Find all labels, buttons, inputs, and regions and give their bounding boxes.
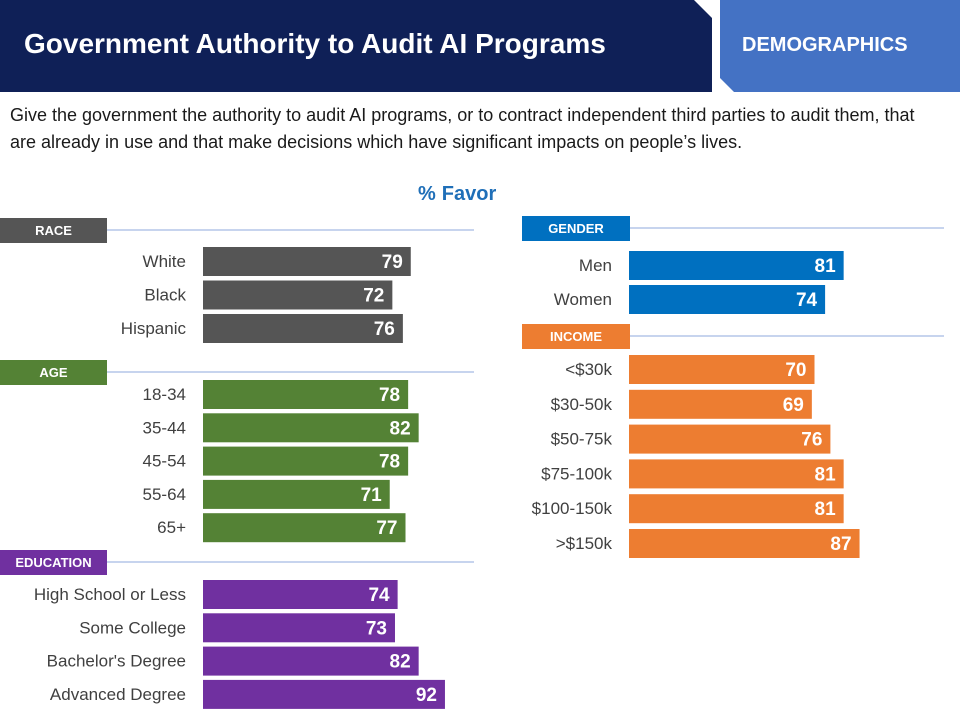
race-black-value-label: 72 — [363, 286, 384, 307]
education-section-label: EDUCATION — [15, 555, 91, 570]
age-45-54-value-label: 78 — [379, 452, 400, 473]
education-advanced-degree-category-label: Advanced Degree — [50, 685, 186, 704]
income-30-50k-bar — [629, 389, 812, 419]
race-white-value-label: 79 — [382, 252, 403, 273]
race-hispanic-value-label: 76 — [374, 319, 395, 340]
race-black-category-label: Black — [144, 286, 186, 305]
age-section-tag — [0, 360, 107, 385]
race-hispanic-bar — [203, 314, 403, 343]
age-18-34-bar — [203, 380, 409, 409]
education-some-college-value-label: 73 — [366, 618, 387, 639]
income-30-50k-value-label: 69 — [783, 395, 804, 416]
gender-women-bar — [629, 285, 826, 314]
income-section-label: INCOME — [550, 329, 602, 344]
gender-men-bar — [629, 251, 844, 280]
income-30k-value-label: 70 — [785, 360, 806, 381]
income-150k-value-label: 87 — [830, 534, 851, 555]
income-75-100k-value-label: 81 — [815, 464, 837, 485]
age-35-44-value-label: 82 — [390, 418, 411, 439]
income-50-75k-category-label: $50-75k — [551, 430, 613, 449]
header-bar — [0, 0, 712, 92]
race-section-label: RACE — [35, 223, 72, 238]
income-30k-category-label: <$30k — [565, 360, 612, 379]
income-30-50k-category-label: $30-50k — [551, 395, 613, 414]
age-35-44-bar — [203, 413, 419, 443]
income-150k-bar — [629, 529, 860, 558]
education-advanced-degree-value-label: 92 — [416, 685, 437, 706]
measure-symbol: % — [418, 183, 436, 205]
age-55-64-value-label: 71 — [361, 485, 383, 506]
education-section-tag — [0, 550, 107, 575]
age-section-label: AGE — [39, 365, 68, 380]
income-150k-category-label: >$150k — [556, 534, 613, 553]
income-100-150k-bar — [629, 494, 844, 524]
age-18-34-category-label: 18-34 — [143, 385, 186, 404]
income-100-150k-category-label: $100-150k — [532, 499, 613, 518]
measure-name: Favor — [441, 183, 497, 205]
education-some-college-category-label: Some College — [79, 618, 186, 637]
measure-label: % Favor — [418, 183, 496, 206]
race-black-bar — [203, 280, 393, 310]
age-65-bar — [203, 513, 406, 543]
page-title: Government Authority to Audit AI Program… — [24, 28, 606, 59]
education-high-school-or-less-category-label: High School or Less — [34, 585, 186, 604]
education-bachelor-s-degree-category-label: Bachelor's Degree — [47, 652, 186, 671]
age-55-64-category-label: 55-64 — [143, 485, 186, 504]
gender-men-value-label: 81 — [815, 256, 837, 277]
income-75-100k-category-label: $75-100k — [541, 464, 612, 483]
gender-section-label: GENDER — [548, 221, 604, 236]
age-35-44-category-label: 35-44 — [143, 418, 186, 437]
demographics-tab[interactable] — [720, 0, 960, 92]
gender-section-tag — [522, 216, 630, 241]
income-100-150k-value-label: 81 — [815, 499, 837, 520]
income-50-75k-value-label: 76 — [801, 430, 822, 451]
age-55-64-bar — [203, 479, 390, 509]
demographics-tab-label: DEMOGRAPHICS — [742, 34, 908, 56]
income-75-100k-bar — [629, 459, 844, 489]
education-high-school-or-less-bar — [203, 580, 398, 609]
income-section-tag — [522, 324, 630, 349]
income-30k-bar — [629, 355, 815, 384]
question-text: Give the government the authority to aud… — [10, 105, 915, 152]
gender-women-value-label: 74 — [796, 290, 818, 311]
race-white-bar — [203, 247, 411, 276]
income-50-75k-bar — [629, 424, 831, 454]
gender-women-category-label: Women — [554, 290, 612, 309]
age-45-54-category-label: 45-54 — [143, 452, 186, 471]
education-advanced-degree-bar — [203, 679, 445, 709]
gender-men-category-label: Men — [579, 256, 612, 275]
education-bachelor-s-degree-bar — [203, 646, 419, 676]
race-white-category-label: White — [143, 252, 186, 271]
age-65-category-label: 65+ — [157, 518, 186, 537]
age-65-value-label: 77 — [376, 518, 397, 539]
education-high-school-or-less-value-label: 74 — [368, 585, 390, 606]
age-45-54-bar — [203, 446, 409, 476]
race-hispanic-category-label: Hispanic — [121, 319, 187, 338]
age-18-34-value-label: 78 — [379, 385, 400, 406]
education-bachelor-s-degree-value-label: 82 — [390, 652, 411, 673]
race-section-tag — [0, 218, 107, 243]
education-some-college-bar — [203, 613, 395, 643]
